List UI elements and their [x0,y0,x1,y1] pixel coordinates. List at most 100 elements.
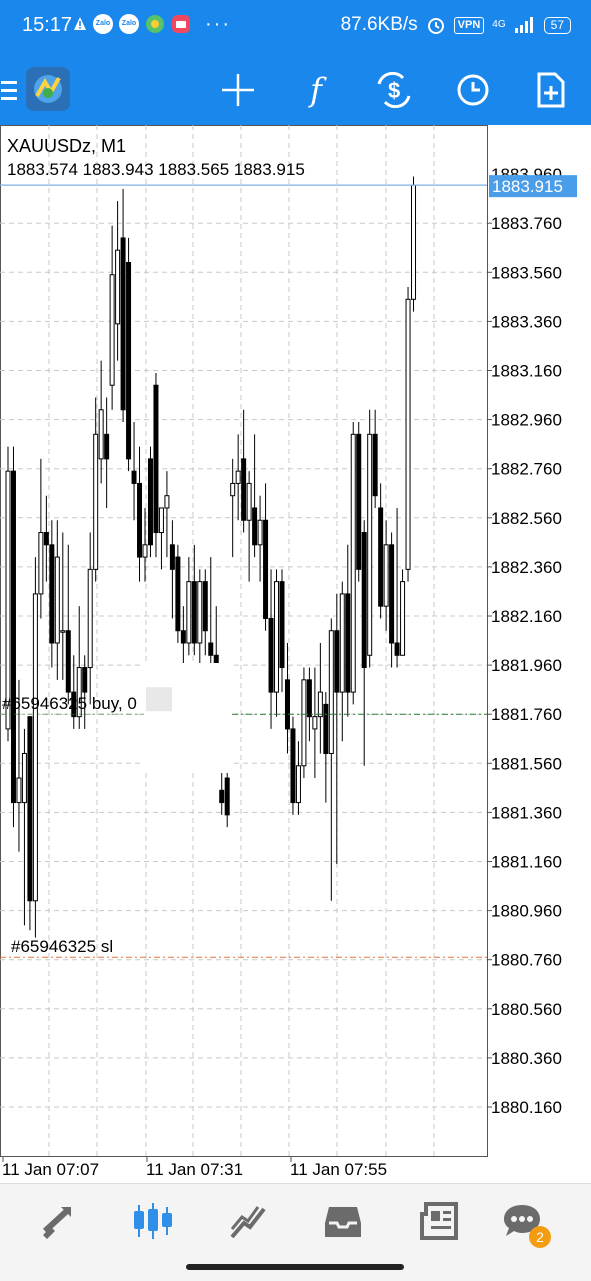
price-axis-label: 1882.560 [491,509,562,528]
order-line-label: #65946325 buy, 0 [2,694,137,713]
price-axis-label: 1882.760 [491,460,562,479]
price-axis-label: 1880.560 [491,1000,562,1019]
candle-bullish [76,667,82,718]
price-axis-label: 1880.960 [491,902,562,921]
candle-bullish [93,433,99,570]
chart-icon [134,1203,172,1239]
indicators-button[interactable]: f [294,68,338,112]
template-button[interactable] [529,68,573,112]
candle-bullish [115,249,121,325]
price-axis-label: 1881.760 [491,705,562,724]
price-axis-label: 1881.160 [491,853,562,872]
menu-button[interactable] [0,68,34,112]
candle-bullish [32,593,38,902]
candle-bullish [383,544,389,607]
price-axis-label: 1880.160 [491,1098,562,1117]
candle-bullish [142,544,148,558]
nav-quotes[interactable] [34,1196,84,1246]
candle-bearish [372,433,378,497]
candle-bearish [334,630,340,693]
candle-bearish [169,544,175,570]
candle-bearish [147,458,153,546]
price-axis-label: 1883.160 [491,362,562,381]
zalo-notification-icon-2: Zalo [119,14,139,34]
nav-chart[interactable] [128,1196,178,1246]
candle-bearish [345,593,351,693]
candle-bearish [323,703,329,754]
candle-bullish [21,752,27,804]
trade-dollar-icon: $ [377,72,411,108]
zalo-notification-icon: Zalo [93,14,113,34]
candle-bullish [295,765,301,804]
candle-bearish [153,384,159,534]
symbol-title: XAUUSDz, M1 [7,136,127,156]
candle-bearish [120,237,126,411]
warning-notification-icon [74,17,86,30]
status-bar: 15:17 Zalo Zalo ··· 87.6KB/s VPN 4G 57 [0,0,591,54]
notification-icons: Zalo Zalo ··· [73,14,231,34]
price-axis-label: 1882.360 [491,558,562,577]
price-axis-label: 1883.760 [491,214,562,233]
plot-frame [0,125,488,1157]
candle-bullish [274,581,280,693]
candle-bearish [104,433,110,460]
candle-bearish [71,691,77,718]
crosshair-button[interactable] [216,68,260,112]
trade-icon [230,1206,266,1239]
candle-bearish [202,581,208,632]
candle-bearish [241,458,247,521]
status-right: 87.6KB/s VPN 4G 57 [341,14,571,36]
nav-history[interactable] [318,1196,368,1246]
candle-bullish [312,716,318,730]
order-close-button [146,687,172,712]
candle-bullish [350,433,356,693]
chart-area[interactable]: 1883.760 1883.560 1883.360 1883.160 1882.960… [0,125,591,1183]
candle-bearish [126,261,132,460]
nav-trade[interactable] [224,1196,274,1246]
candle-bearish [268,617,274,693]
home-indicator[interactable] [186,1264,404,1270]
time-axis-label: 11 Jan 07:55 [290,1160,387,1179]
metatrader-logo[interactable] [24,65,72,113]
price-axis-label: 1881.560 [491,754,562,773]
nav-news[interactable] [413,1196,463,1246]
candle-bullish [257,519,263,546]
candle-bearish [175,556,181,632]
candle-bullish [164,495,170,509]
trade-button[interactable]: $ [372,68,416,112]
history-icon [325,1207,361,1237]
more-notifications: ··· [205,13,231,35]
price-axis-label: 1882.160 [491,607,562,626]
network-type: 4G [492,19,506,30]
candle-bullish [400,581,406,656]
nav-messages[interactable]: 2 [497,1196,551,1248]
app-toolbar: f $ [0,54,591,125]
battery: 57 [543,16,571,34]
candle-bullish [328,630,334,754]
candle-bullish [411,184,417,300]
clock-icon [457,74,489,106]
price-axis-label: 1883.560 [491,263,562,282]
status-time: 15:17 [22,14,73,36]
candle-bearish [306,679,312,718]
candle-bullish [109,274,115,386]
ohlc-values: 1883.574 1883.943 1883.565 1883.915 [7,160,305,179]
alarm-icon [427,18,444,34]
candle-bullish [230,482,236,497]
candle-bearish [131,470,137,484]
current-price-label: 1883.915 [492,177,563,196]
candle-bullish [339,593,345,693]
candle-bullish [38,532,44,595]
candle-bearish [43,532,49,546]
candle-bearish [290,728,296,804]
candle-bearish [279,581,285,669]
price-axis-label: 1883.360 [491,312,562,331]
timeframe-button[interactable] [451,68,495,112]
menu-icon [1,81,17,100]
svg-text:$: $ [388,78,400,103]
candle-bearish [180,630,186,644]
candle-bullish [301,679,307,767]
candlestick-chart[interactable]: 1883.760 1883.560 1883.360 1883.160 1882.960… [0,125,591,1183]
candle-bearish [137,482,143,558]
price-axis-label: 1881.960 [491,656,562,675]
